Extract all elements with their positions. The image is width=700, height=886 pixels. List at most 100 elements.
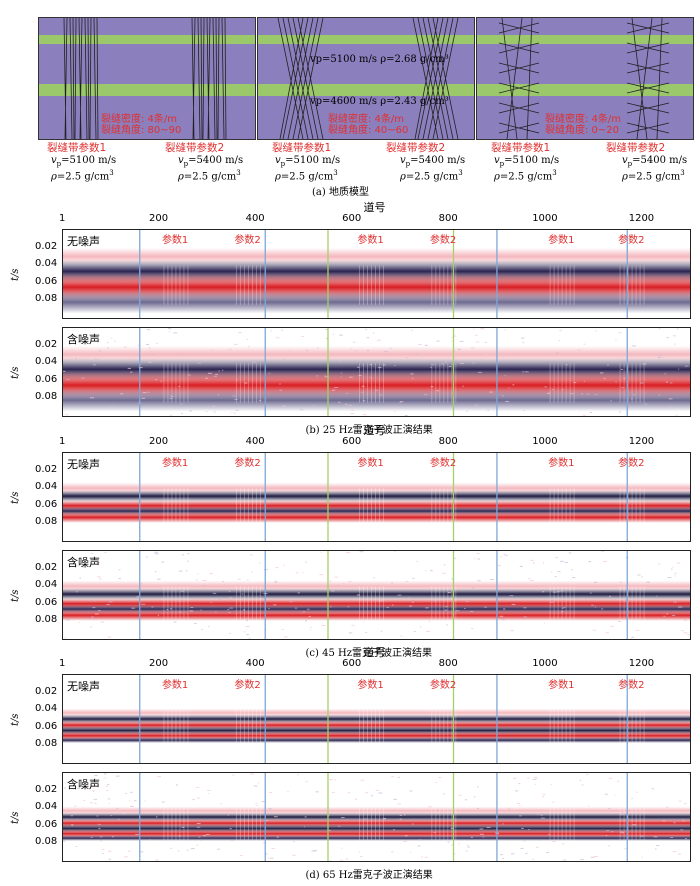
zone1-label: 裂缝带参数1 [47,142,107,154]
reflection-band [63,708,690,718]
noise-speck [253,785,258,787]
noise-speck [82,566,87,568]
noise-speck [141,397,146,399]
noise-speck [170,847,173,849]
noise-speck [490,579,495,581]
noise-speck [306,349,309,351]
noise-speck [554,576,557,578]
zone-label: 参数2 [618,680,645,691]
noise-speck [533,776,538,778]
noise-speck [294,607,298,609]
noise-speck [563,859,566,861]
noise-speck [631,798,634,800]
noise-speck [335,810,337,812]
noise-speck [674,343,676,345]
zone1-rho: ρ=2.5 g/cm3 [275,169,338,183]
noise-speck [208,626,210,628]
noise-speck [433,600,438,602]
noise-speck [546,852,549,854]
noise-speck [672,566,674,568]
noise-speck [155,859,159,861]
noise-speck [458,360,461,362]
noise-speck [341,816,345,818]
noise-speck [92,790,95,792]
noise-speck [362,621,365,623]
noise-speck [63,840,66,842]
reflection-band [63,482,690,494]
noise-speck [210,349,213,351]
noise-speck [474,558,476,560]
noise-speck [268,791,273,793]
noise-speck [412,577,415,579]
noise-speck [632,824,637,826]
noise-speck [665,381,668,383]
noise-speck [608,845,610,847]
noise-speck [170,395,174,397]
noise-speck [684,365,689,367]
noise-speck [586,393,590,395]
noise-speck [426,630,431,632]
noise-speck [619,814,624,816]
noise-speck [107,342,109,344]
noise-speck [127,367,132,369]
noise-speck [419,626,422,628]
noise-speck [579,779,582,781]
noise-speck [642,363,647,365]
noise-speck [90,397,95,399]
noise-speck [559,330,562,332]
noise-speck [349,376,353,378]
y-tick-label: 0.02 [35,783,58,795]
noise-speck [66,619,71,621]
noise-speck [205,833,210,835]
noise-speck [566,364,568,366]
noise-speck [202,580,207,582]
noise-speck [678,368,680,370]
noise-speck [230,840,234,842]
x-tick-label: 1 [59,436,66,447]
noise-speck [397,776,400,778]
noise-speck [429,570,433,572]
noise-speck [603,378,606,380]
reflection-band [63,580,690,592]
noise-speck [108,850,112,852]
x-tick-label: 400 [245,436,265,447]
noise-speck [389,347,392,349]
noise-speck [594,581,597,583]
noise-speck [425,607,429,609]
noise-speck [156,342,158,344]
noise-speck [273,604,277,606]
noise-speck [146,329,151,331]
noise-speck [227,609,230,611]
noise-speck [552,388,554,390]
noise-speck [95,811,99,813]
noise-speck [378,792,383,794]
noise-speck [523,616,527,618]
noise-speck [503,608,506,610]
noise-speck [542,812,544,814]
noise-speck [268,808,272,810]
zone-label: 参数2 [429,235,457,246]
section-caption: (d) 65 Hz雷克子波正演结果 [305,870,433,881]
noise-speck [532,778,537,780]
y-tick-label: 0.08 [35,836,58,848]
noise-speck [375,789,379,791]
noise-speck [591,604,594,606]
noise-speck [64,637,67,639]
noise-speck [470,347,475,349]
panel-label: 无噪声 [67,235,100,248]
noise-speck [217,848,221,850]
noise-speck [166,609,169,611]
noise-speck [196,579,198,581]
noise-speck [63,787,66,789]
noise-speck [462,385,464,387]
noise-speck [473,328,475,330]
model-inner-label-angle: 裂缝角度: 40~60 [328,125,409,136]
noise-speck [248,637,251,639]
reflection-band [63,290,690,314]
noise-speck [651,788,654,790]
noise-speck [646,581,650,583]
noise-speck [96,815,99,817]
noise-speck [213,411,216,413]
noise-speck [361,391,364,393]
noise-speck [476,341,480,343]
